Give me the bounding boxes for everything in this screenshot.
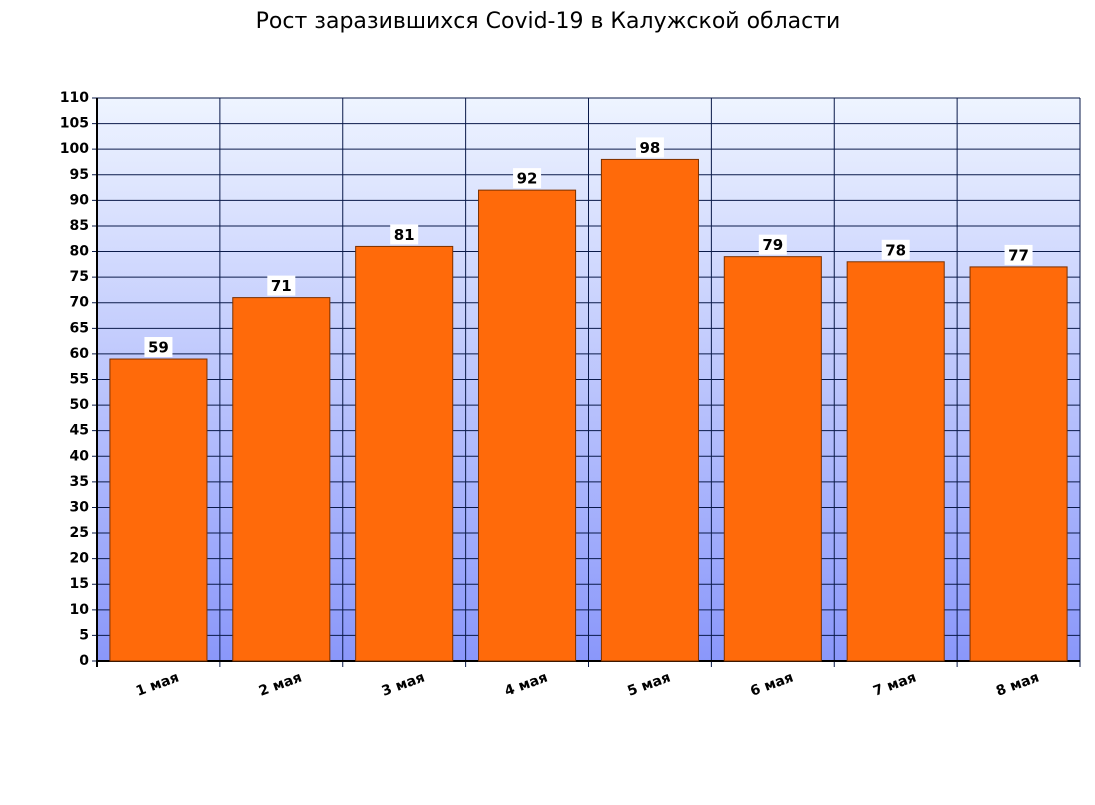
y-tick-label: 105 (60, 116, 89, 132)
y-tick-label: 15 (70, 576, 89, 592)
x-tick-label: 6 мая (748, 669, 795, 699)
value-label-box (758, 234, 787, 255)
y-tick-label: 45 (70, 423, 89, 439)
x-tick-label: 5 мая (625, 669, 672, 699)
value-label: 79 (762, 236, 783, 254)
y-tick-label: 0 (79, 653, 89, 669)
y-tick-label: 5 (79, 627, 89, 643)
y-tick-label: 30 (70, 499, 90, 515)
value-label-box (1004, 244, 1033, 265)
y-tick-label: 75 (70, 269, 89, 285)
y-tick-label: 80 (70, 244, 90, 260)
y-tick-label: 65 (70, 320, 89, 336)
x-tick-label: 4 мая (503, 669, 550, 699)
value-label: 92 (517, 170, 538, 188)
value-label-box (513, 168, 542, 189)
bar (355, 245, 454, 662)
y-tick-label: 85 (70, 218, 89, 234)
y-tick-label: 90 (70, 192, 90, 208)
y-tick-label: 70 (70, 295, 90, 311)
y-tick-label: 35 (70, 474, 89, 490)
bar (846, 261, 945, 662)
value-label-box (390, 224, 419, 245)
y-tick-label: 10 (70, 602, 90, 618)
y-tick-label: 110 (60, 90, 89, 106)
value-label: 98 (640, 139, 661, 157)
value-label: 71 (271, 277, 292, 295)
value-label: 59 (148, 339, 169, 357)
x-tick-label: 3 мая (380, 669, 427, 699)
bar (600, 158, 699, 662)
x-tick-label: 2 мая (257, 669, 304, 699)
y-tick-label: 25 (70, 525, 89, 541)
chart-title: Рост заразившихся Covid-19 в Калужской о… (256, 9, 841, 34)
x-tick-label: 8 мая (994, 669, 1041, 699)
y-tick-label: 40 (70, 448, 90, 464)
bar (109, 358, 208, 662)
y-tick-label: 95 (70, 167, 89, 183)
y-tick-label: 55 (70, 372, 89, 388)
bar (723, 256, 822, 662)
y-tick-label: 20 (70, 551, 90, 567)
x-tick-label: 1 мая (134, 669, 181, 699)
value-label-box (144, 337, 173, 358)
value-label-box (267, 275, 296, 296)
value-label-box (635, 137, 664, 158)
value-label-box (881, 239, 910, 260)
bar (969, 266, 1068, 662)
value-label: 81 (394, 226, 415, 244)
y-tick-label: 60 (70, 346, 90, 362)
bar (478, 189, 577, 662)
bar (232, 297, 331, 662)
y-tick-label: 50 (70, 397, 90, 413)
value-label: 78 (885, 241, 906, 259)
y-tick-label: 100 (60, 141, 89, 157)
value-label: 77 (1008, 246, 1029, 264)
x-tick-label: 7 мая (871, 669, 918, 699)
